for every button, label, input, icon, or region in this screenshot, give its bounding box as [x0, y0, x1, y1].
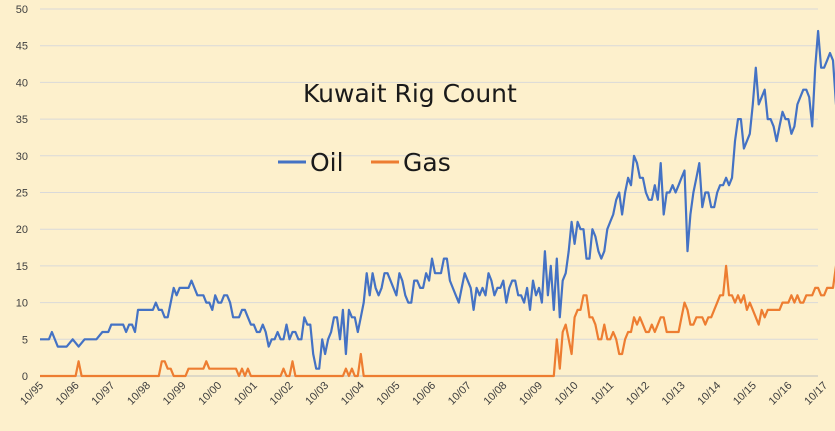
y-tick-label: 20 [16, 224, 28, 236]
legend-label-oil: Oil [310, 148, 344, 177]
y-axis-tick-labels: 0 5 10 15 20 25 30 35 40 45 50 [16, 4, 28, 383]
series-line-gas [40, 264, 835, 378]
y-tick-label: 10 [16, 298, 28, 310]
y-tick-label: 0 [22, 371, 28, 383]
y-tick-label: 25 [16, 188, 28, 200]
y-tick-label: 40 [16, 77, 28, 89]
chart-title: Kuwait Rig Count [303, 79, 517, 108]
legend: Oil Gas [278, 148, 451, 177]
legend-label-gas: Gas [403, 148, 451, 177]
series-line-oil [40, 29, 835, 370]
y-tick-label: 50 [16, 4, 28, 16]
y-tick-label: 45 [16, 41, 28, 53]
series-lines [40, 29, 835, 378]
y-tick-label: 30 [16, 151, 28, 163]
y-tick-label: 35 [16, 114, 28, 126]
y-tick-label: 5 [22, 334, 28, 346]
y-tick-label: 15 [16, 261, 28, 273]
